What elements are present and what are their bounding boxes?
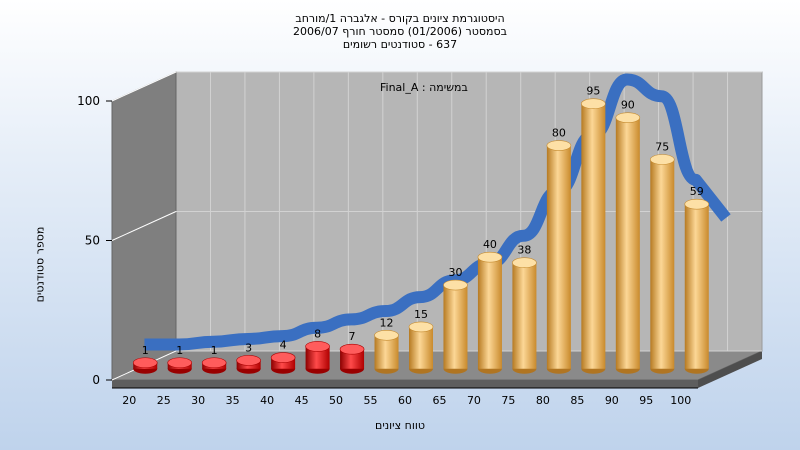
bar-top [132,357,158,369]
floor-side-edge [698,351,762,388]
bar-value-label: 90 [621,99,635,112]
bar [477,257,502,369]
floor-edge [112,380,698,388]
bar-value-label: 15 [414,308,428,321]
bar-value-label: 3 [245,341,252,354]
bar-top [477,251,503,263]
bar-top [581,98,606,109]
bar-top [305,341,330,352]
bar-value-label: 8 [314,327,321,340]
x-tick-label: 60 [398,394,412,407]
x-tick-label: 55 [364,394,378,407]
bar-top [167,357,193,369]
bar-top [270,352,296,363]
x-tick-label: 65 [432,394,446,407]
bar-top [236,355,261,366]
x-tick-label: 45 [295,394,309,407]
y-tick-label: 100 [77,94,100,108]
x-tick-label: 35 [226,394,240,407]
bar [512,262,537,369]
distribution-curve [144,73,731,351]
bar-value-label: 7 [349,330,356,343]
bar-top [615,112,641,123]
bar-value-label: 1 [142,344,149,357]
bar [546,145,571,369]
bar-top [649,154,675,165]
bar-value-label: 80 [552,127,566,140]
bar-value-label: 59 [690,185,704,198]
x-tick-label: 40 [260,394,274,407]
bar-value-label: 12 [380,316,394,329]
bar-value-label: 38 [517,244,531,257]
bar-top [374,329,399,341]
x-tick-label: 90 [605,394,619,407]
x-tick-label: 20 [122,394,136,407]
grid-line-side [111,71,177,102]
grid-line-side [111,211,177,241]
bar-top [408,321,434,333]
bar-top [339,343,365,355]
x-tick-label: 80 [536,394,550,407]
chart-title-line-3: 637 - סטודנטים רשומים [342,38,458,51]
bar-top [684,198,710,210]
bar [305,346,330,369]
bar-value-label: 95 [586,85,600,98]
bar-top [201,357,227,369]
bar [684,204,709,369]
bar-value-label: 4 [280,339,287,352]
bar [650,159,675,369]
x-tick-label: 50 [329,394,343,407]
bar-value-label: 75 [655,141,669,154]
bar [374,335,399,369]
bar-value-label: 1 [176,344,183,357]
bar-value-label: 30 [448,266,462,279]
y-tick-label: 50 [85,234,100,248]
chart-title-line-1: היסטוגרמת ציונים בקורס - אלגברה 1/מורחב [295,12,505,25]
bar-top [443,279,468,291]
x-tick-label: 95 [639,394,653,407]
bar [271,357,296,369]
bar [443,285,468,369]
bar [615,117,640,369]
x-tick-label: 85 [570,394,584,407]
x-tick-label: 70 [467,394,481,407]
x-tick-label: 100 [670,394,691,407]
bar-value-label: 1 [211,344,218,357]
bar-top [546,140,572,151]
x-tick-label: 75 [501,394,515,407]
x-tick-label: 30 [191,394,205,407]
bar-value-label: 40 [483,238,497,251]
x-axis-label: טווח ציונים [375,419,425,432]
bar [409,326,433,369]
bar-top [512,257,537,269]
x-tick-label: 25 [157,394,171,407]
y-axis-label: מספר סטודנטים [33,226,47,303]
task-annotation: במשימה : Final_A [380,81,468,94]
bar [340,349,365,369]
bar [581,103,606,369]
y-tick-label: 0 [92,373,100,387]
chart-title-line-2: בסמסטר (01/2006) סמסטר חורף 2006/07 [293,25,507,38]
